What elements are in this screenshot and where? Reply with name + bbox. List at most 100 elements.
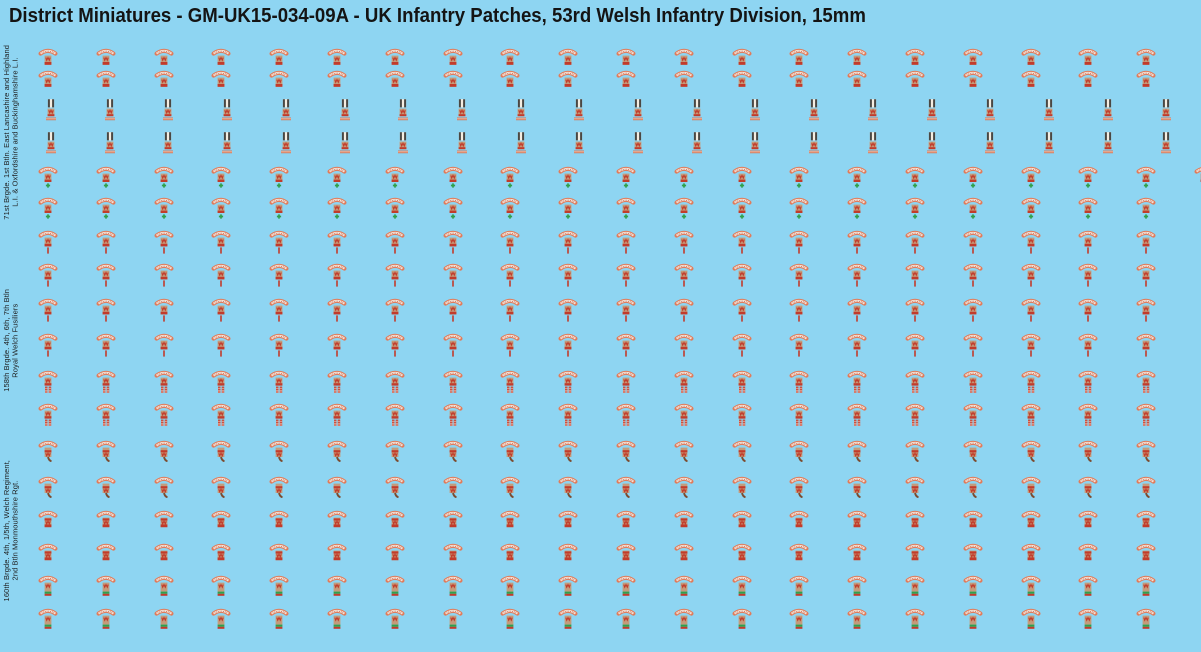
patch-division-patch-red-stripes xyxy=(38,541,58,571)
patch-title-strip-division-patch xyxy=(158,130,178,160)
patch-division-patch-striped-ribbons xyxy=(327,368,347,398)
patch-title-strip-division-patch xyxy=(1156,130,1176,160)
patch-division-patch-green-bar xyxy=(327,573,347,603)
section-label-160th-brigade: 160th Brgde. 4th, 1/5th, Welch Regiment,… xyxy=(2,460,20,601)
patch-division-patch-striped-ribbons xyxy=(385,401,405,431)
patch-division-patch-green-bar xyxy=(385,573,405,603)
patch-division-patch-red-line xyxy=(38,331,58,361)
patch-division-patch-red-stripes xyxy=(558,508,578,538)
patch-division-patch-red-line xyxy=(963,228,983,258)
patch-title-arc-division-patch xyxy=(732,46,752,76)
patch-division-patch-brown-flash xyxy=(1078,474,1098,504)
patch-title-arc-division-patch xyxy=(847,46,867,76)
patch-division-patch-brown-flash xyxy=(443,474,463,504)
patch-division-patch-red-line xyxy=(558,228,578,258)
patch-title-strip-division-patch xyxy=(628,130,648,160)
patch-division-patch-red-line xyxy=(674,228,694,258)
patch-division-patch-red-line xyxy=(96,296,116,326)
patch-division-patch-green-bar xyxy=(1021,606,1041,636)
patch-division-patch-red-line xyxy=(269,228,289,258)
patch-division-patch-green-marker xyxy=(789,195,809,225)
patch-division-patch-brown-flash xyxy=(269,474,289,504)
patch-title-strip-division-patch xyxy=(1098,130,1118,160)
patch-title-strip-division-patch xyxy=(335,97,355,127)
patch-division-patch-red-line xyxy=(154,228,174,258)
patch-title-arc-division-patch xyxy=(963,46,983,76)
patch-division-patch-red-line xyxy=(558,261,578,291)
patch-title-strip-division-patch xyxy=(41,97,61,127)
patch-division-patch-striped-ribbons xyxy=(500,401,520,431)
patch-division-patch-red-line xyxy=(732,228,752,258)
patch-division-patch-green-bar xyxy=(789,606,809,636)
patch-division-patch-red-line xyxy=(500,331,520,361)
patch-division-patch-brown-flash xyxy=(211,474,231,504)
patch-division-patch-striped-ribbons xyxy=(963,368,983,398)
patch-division-patch-striped-ribbons xyxy=(38,401,58,431)
patch-title-arc-division-patch xyxy=(443,46,463,76)
patch-title-strip-division-patch xyxy=(863,130,883,160)
patch-division-patch-red-line xyxy=(211,331,231,361)
section-label-line: 2nd Btln Monmouthshire Rgt. xyxy=(10,480,20,581)
patch-division-patch-green-bar xyxy=(38,573,58,603)
patch-division-patch-red-line xyxy=(558,331,578,361)
patch-division-patch-red-line xyxy=(674,331,694,361)
patch-division-patch-red-line xyxy=(1078,296,1098,326)
patch-division-patch-green-bar xyxy=(154,606,174,636)
patch-division-patch-red-stripes xyxy=(154,541,174,571)
patch-division-patch-red-stripes xyxy=(385,508,405,538)
patch-division-patch-red-stripes xyxy=(443,508,463,538)
patch-division-patch-red-line xyxy=(905,296,925,326)
patch-title-arc-division-patch xyxy=(905,68,925,98)
patch-division-patch-green-marker xyxy=(1078,164,1098,194)
patch-division-patch-red-stripes xyxy=(905,541,925,571)
patch-division-patch-red-line xyxy=(385,296,405,326)
patch-division-patch-green-marker xyxy=(385,195,405,225)
patch-division-patch-green-bar xyxy=(327,606,347,636)
patch-division-patch-red-line xyxy=(1021,296,1041,326)
patch-division-patch-red-stripes xyxy=(154,508,174,538)
patch-division-patch-red-stripes xyxy=(269,541,289,571)
patch-title-arc-division-patch xyxy=(269,68,289,98)
patch-division-patch-brown-flash xyxy=(154,438,174,468)
patch-division-patch-brown-flash xyxy=(558,474,578,504)
patch-division-patch-striped-ribbons xyxy=(674,401,694,431)
patch-division-patch-green-bar xyxy=(905,573,925,603)
patch-division-patch-brown-flash xyxy=(154,474,174,504)
patch-division-patch-red-line xyxy=(96,228,116,258)
patch-title-arc-division-patch xyxy=(616,68,636,98)
patch-title-strip-division-patch xyxy=(687,97,707,127)
patch-division-patch-striped-ribbons xyxy=(154,401,174,431)
patch-title-arc-division-patch xyxy=(500,68,520,98)
patch-title-arc-division-patch xyxy=(1136,46,1156,76)
patch-division-patch-green-marker xyxy=(443,195,463,225)
patch-division-patch-green-marker xyxy=(211,164,231,194)
patch-division-patch-brown-flash xyxy=(385,438,405,468)
patch-division-patch-red-stripes xyxy=(500,508,520,538)
patch-division-patch-brown-flash xyxy=(558,438,578,468)
patch-division-patch-red-stripes xyxy=(211,541,231,571)
patch-division-patch-red-stripes xyxy=(963,508,983,538)
patch-division-patch-red-stripes xyxy=(674,508,694,538)
patch-division-patch-green-bar xyxy=(616,573,636,603)
patch-division-patch-green-bar xyxy=(616,606,636,636)
patch-division-patch-striped-ribbons xyxy=(154,368,174,398)
patch-division-patch-striped-ribbons xyxy=(905,368,925,398)
patch-division-patch-green-bar xyxy=(905,606,925,636)
patch-division-patch-red-stripes xyxy=(847,541,867,571)
patch-division-patch-red-line xyxy=(674,296,694,326)
patch-division-patch-green-marker xyxy=(847,164,867,194)
patch-division-patch-brown-flash xyxy=(1136,438,1156,468)
patch-division-patch-striped-ribbons xyxy=(732,368,752,398)
patch-division-patch-brown-flash xyxy=(385,474,405,504)
patch-division-patch-green-bar xyxy=(1078,573,1098,603)
patch-division-patch-red-stripes xyxy=(1136,508,1156,538)
section-label-158th-brigade: 158th Brgde. 4th, 6th, 7th Btln Royal We… xyxy=(2,289,20,392)
patch-division-patch-red-stripes xyxy=(269,508,289,538)
patch-division-patch-brown-flash xyxy=(847,474,867,504)
patch-division-patch-brown-flash xyxy=(500,474,520,504)
patch-division-patch-red-line xyxy=(847,228,867,258)
patch-division-patch-red-line xyxy=(38,296,58,326)
patch-division-patch-red-line xyxy=(211,296,231,326)
patch-title-strip-division-patch xyxy=(569,97,589,127)
patch-division-patch-red-line xyxy=(443,296,463,326)
